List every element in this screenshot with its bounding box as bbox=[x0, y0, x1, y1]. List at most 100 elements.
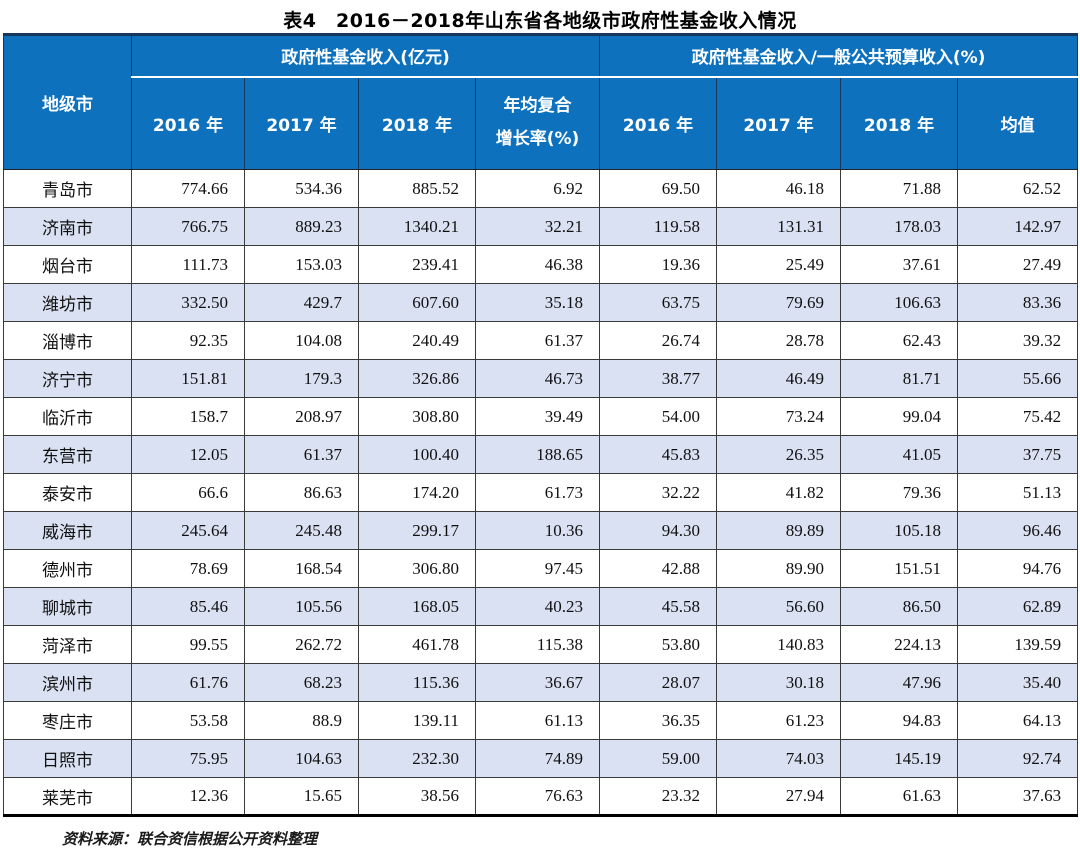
city-cell: 济南市 bbox=[3, 207, 132, 246]
value-cell: 46.73 bbox=[474, 359, 601, 398]
value-cell: 61.37 bbox=[244, 435, 359, 474]
city-cell: 潍坊市 bbox=[3, 283, 132, 322]
value-cell: 75.42 bbox=[957, 397, 1079, 436]
value-cell: 74.03 bbox=[716, 739, 842, 778]
value-cell: 105.56 bbox=[244, 587, 359, 626]
value-cell: 139.59 bbox=[957, 625, 1079, 664]
value-cell: 39.32 bbox=[957, 321, 1079, 360]
value-cell: 139.11 bbox=[358, 701, 476, 740]
value-cell: 99.55 bbox=[131, 625, 245, 664]
value-cell: 885.52 bbox=[358, 169, 476, 208]
table-row: 淄博市 92.35 104.08 240.49 61.37 26.74 28.78 62.43… bbox=[3, 321, 1079, 360]
value-cell: 151.81 bbox=[131, 359, 245, 398]
value-cell: 119.58 bbox=[599, 207, 718, 246]
subheader-ratio-2017: 2017 年 bbox=[716, 76, 842, 170]
value-cell: 27.49 bbox=[957, 245, 1079, 284]
value-cell: 46.38 bbox=[474, 245, 601, 284]
city-cell: 临沂市 bbox=[3, 397, 132, 436]
value-cell: 62.43 bbox=[840, 321, 959, 360]
government-fund-revenue-table: 地级市 政府性基金收入(亿元) 政府性基金收入/一般公共预算收入(%) 2016… bbox=[3, 33, 1079, 817]
city-cell: 枣庄市 bbox=[3, 701, 132, 740]
value-cell: 38.77 bbox=[599, 359, 718, 398]
city-cell: 莱芜市 bbox=[3, 777, 132, 816]
value-cell: 224.13 bbox=[840, 625, 959, 664]
value-cell: 140.83 bbox=[716, 625, 842, 664]
value-cell: 153.03 bbox=[244, 245, 359, 284]
table-row: 菏泽市 99.55 262.72 461.78 115.38 53.80 140.83 224… bbox=[3, 625, 1079, 664]
value-cell: 889.23 bbox=[244, 207, 359, 246]
value-cell: 245.48 bbox=[244, 511, 359, 550]
table-row: 滨州市 61.76 68.23 115.36 36.67 28.07 30.18 47.96 3… bbox=[3, 663, 1079, 702]
value-cell: 53.80 bbox=[599, 625, 718, 664]
value-cell: 92.35 bbox=[131, 321, 245, 360]
value-cell: 94.30 bbox=[599, 511, 718, 550]
value-cell: 6.92 bbox=[474, 169, 601, 208]
value-cell: 89.90 bbox=[716, 549, 842, 588]
value-cell: 55.66 bbox=[957, 359, 1079, 398]
value-cell: 45.58 bbox=[599, 587, 718, 626]
value-cell: 64.13 bbox=[957, 701, 1079, 740]
value-cell: 89.89 bbox=[716, 511, 842, 550]
value-cell: 245.64 bbox=[131, 511, 245, 550]
value-cell: 178.03 bbox=[840, 207, 959, 246]
value-cell: 12.05 bbox=[131, 435, 245, 474]
value-cell: 32.21 bbox=[474, 207, 601, 246]
value-cell: 96.46 bbox=[957, 511, 1079, 550]
value-cell: 79.36 bbox=[840, 473, 959, 512]
group-header-fund-income: 政府性基金收入(亿元) bbox=[130, 34, 601, 78]
table-row: 枣庄市 53.58 88.9 139.11 61.13 36.35 61.23 94.83 64… bbox=[3, 701, 1079, 740]
value-cell: 88.9 bbox=[244, 701, 359, 740]
city-cell: 日照市 bbox=[3, 739, 132, 778]
value-cell: 262.72 bbox=[244, 625, 359, 664]
city-cell: 聊城市 bbox=[3, 587, 132, 626]
value-cell: 25.49 bbox=[716, 245, 842, 284]
value-cell: 36.35 bbox=[599, 701, 718, 740]
value-cell: 151.51 bbox=[840, 549, 959, 588]
city-cell: 威海市 bbox=[3, 511, 132, 550]
value-cell: 51.13 bbox=[957, 473, 1079, 512]
value-cell: 27.94 bbox=[716, 777, 842, 816]
value-cell: 41.82 bbox=[716, 473, 842, 512]
value-cell: 28.78 bbox=[716, 321, 842, 360]
value-cell: 75.95 bbox=[131, 739, 245, 778]
table-row: 青岛市 774.66 534.36 885.52 6.92 69.50 46.18 71.88… bbox=[3, 169, 1079, 208]
table-row: 日照市 75.95 104.63 232.30 74.89 59.00 74.03 145.1… bbox=[3, 739, 1079, 778]
value-cell: 61.63 bbox=[840, 777, 959, 816]
group-header-row: 地级市 政府性基金收入(亿元) 政府性基金收入/一般公共预算收入(%) bbox=[3, 34, 1079, 170]
value-cell: 83.36 bbox=[957, 283, 1079, 322]
value-cell: 28.07 bbox=[599, 663, 718, 702]
source-note: 资料来源：联合资信根据公开资料整理 bbox=[62, 832, 318, 848]
value-cell: 104.08 bbox=[244, 321, 359, 360]
table-row: 东营市 12.05 61.37 100.40 188.65 45.83 26.35 41.05… bbox=[3, 435, 1079, 474]
value-cell: 188.65 bbox=[474, 435, 601, 474]
sub-header-row: 2016 年 2017 年 2018 年 年均复合 增长率(%) 2016 年 … bbox=[4, 76, 1079, 170]
value-cell: 308.80 bbox=[358, 397, 476, 436]
city-cell: 滨州市 bbox=[3, 663, 132, 702]
value-cell: 61.73 bbox=[474, 473, 601, 512]
value-cell: 39.49 bbox=[474, 397, 601, 436]
value-cell: 97.45 bbox=[474, 549, 601, 588]
table-title: 表4 2016－2018年山东省各地级市政府性基金收入情况 bbox=[283, 10, 797, 32]
value-cell: 81.71 bbox=[840, 359, 959, 398]
value-cell: 145.19 bbox=[840, 739, 959, 778]
value-cell: 37.75 bbox=[957, 435, 1079, 474]
value-cell: 240.49 bbox=[358, 321, 476, 360]
value-cell: 37.61 bbox=[840, 245, 959, 284]
value-cell: 79.69 bbox=[716, 283, 842, 322]
subheader-fund-2016: 2016 年 bbox=[131, 76, 245, 170]
value-cell: 40.23 bbox=[474, 587, 601, 626]
value-cell: 35.18 bbox=[474, 283, 601, 322]
value-cell: 38.56 bbox=[358, 777, 476, 816]
subheader-ratio-2018: 2018 年 bbox=[840, 76, 959, 170]
value-cell: 299.17 bbox=[358, 511, 476, 550]
value-cell: 86.63 bbox=[244, 473, 359, 512]
value-cell: 86.50 bbox=[840, 587, 959, 626]
value-cell: 115.36 bbox=[358, 663, 476, 702]
table-row: 潍坊市 332.50 429.7 607.60 35.18 63.75 79.69 106.6… bbox=[3, 283, 1079, 322]
value-cell: 179.3 bbox=[244, 359, 359, 398]
value-cell: 332.50 bbox=[131, 283, 245, 322]
value-cell: 56.60 bbox=[716, 587, 842, 626]
value-cell: 461.78 bbox=[358, 625, 476, 664]
value-cell: 208.97 bbox=[244, 397, 359, 436]
